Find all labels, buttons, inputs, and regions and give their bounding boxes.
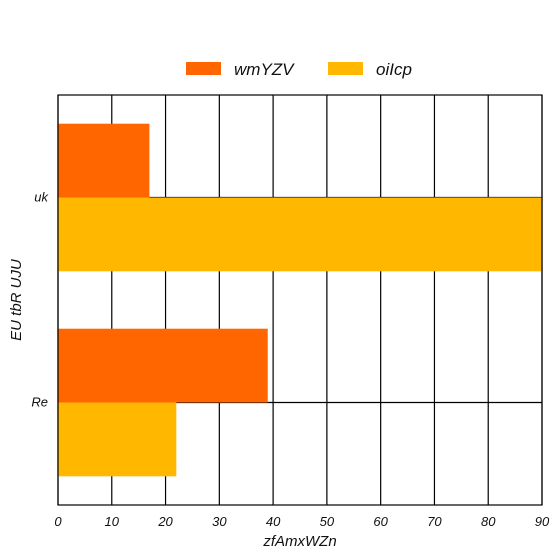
bars: [58, 123, 542, 477]
y-tick-label-0: uk: [34, 190, 49, 205]
x-tick-label-5: 50: [320, 514, 335, 529]
y-tick-labels: uk Re: [31, 190, 49, 410]
x-tick-label-0: 0: [54, 514, 62, 529]
x-tick-label-3: 30: [212, 514, 227, 529]
legend-swatch-oiIcp: [328, 62, 363, 75]
legend: wmYZV oiIcp: [186, 60, 412, 79]
bar-Re-oiIcp: [58, 402, 177, 477]
bar-uk-oiIcp: [58, 197, 542, 272]
y-axis-label: EU tbR UJU: [8, 259, 25, 341]
x-tick-label-9: 90: [535, 514, 550, 529]
x-tick-label-1: 10: [105, 514, 120, 529]
x-axis-label: zfAmxWZn: [262, 533, 336, 550]
x-tick-label-6: 60: [373, 514, 388, 529]
x-tick-label-2: 20: [157, 514, 173, 529]
bar-Re-wmYZV: [58, 328, 268, 403]
bar-uk-wmYZV: [58, 123, 150, 198]
x-tick-label-8: 80: [481, 514, 496, 529]
x-tick-label-7: 70: [427, 514, 442, 529]
y-tick-label-1: Re: [31, 395, 48, 410]
plot-frame: [57, 94, 543, 506]
legend-swatch-wmYZV: [186, 62, 221, 75]
legend-label-oiIcp: oiIcp: [376, 60, 412, 79]
legend-label-wmYZV: wmYZV: [234, 60, 295, 79]
x-tick-label-4: 40: [266, 514, 281, 529]
x-tick-labels: 0 10 20 30 40 50 60 70 80 90: [54, 514, 550, 529]
